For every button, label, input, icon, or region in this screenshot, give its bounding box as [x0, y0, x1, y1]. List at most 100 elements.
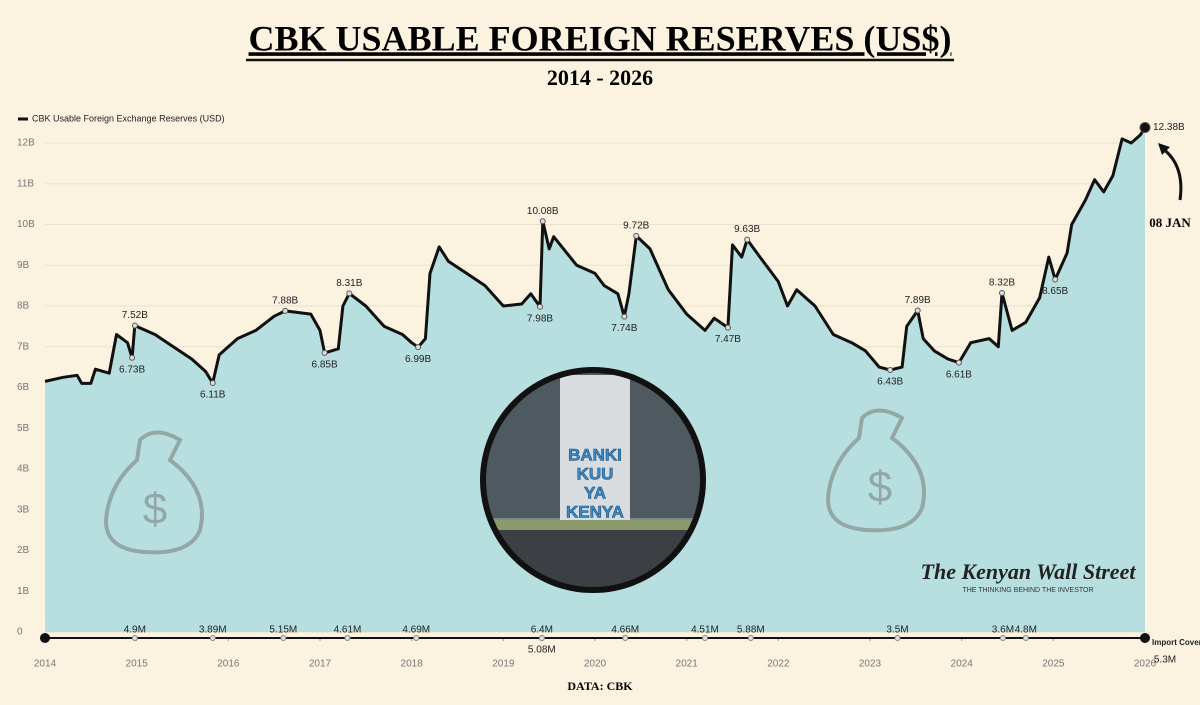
- data-label: 7.74B: [611, 323, 637, 334]
- y-tick-label: 2B: [17, 545, 30, 556]
- point: [887, 366, 894, 373]
- x-tick-label: 2018: [401, 659, 424, 670]
- point: [346, 290, 353, 297]
- x-tick-label: 2024: [951, 659, 974, 670]
- data-label: 6.73B: [119, 364, 145, 375]
- point: [955, 359, 962, 366]
- y-tick-label: 8B: [17, 301, 30, 312]
- import-label: 4.9M: [124, 625, 146, 636]
- y-tick-label: 4B: [17, 464, 30, 475]
- y-tick-label: 10B: [17, 219, 35, 230]
- y-tick-label: 3B: [17, 504, 30, 515]
- point: [621, 313, 628, 320]
- money-bag-right: $: [826, 408, 926, 533]
- y-tick-label: 7B: [17, 341, 30, 352]
- import-point: [344, 635, 351, 641]
- data-label: 6.99B: [405, 354, 431, 365]
- x-tick-label: 2019: [492, 659, 515, 670]
- data-label: 6.43B: [877, 377, 903, 388]
- data-label: 8.65B: [1042, 286, 1068, 297]
- x-tick-label: 2022: [767, 659, 790, 670]
- import-point: [209, 635, 216, 641]
- data-label: 6.11B: [200, 390, 226, 401]
- point: [914, 307, 921, 314]
- x-tick-label: 2026: [1134, 659, 1157, 670]
- import-label: 4.61M: [334, 625, 362, 636]
- point: [999, 289, 1005, 296]
- x-tick-label: 2016: [217, 659, 240, 670]
- y-tick-label: 5B: [17, 423, 30, 434]
- image-text-line: YA: [584, 483, 606, 502]
- x-tick-label: 2017: [309, 659, 332, 670]
- source: DATA: CBK: [567, 679, 633, 693]
- data-label: 9.63B: [734, 224, 760, 235]
- point: [282, 307, 289, 314]
- data-label: 7.89B: [905, 295, 931, 306]
- import-point: [413, 635, 420, 641]
- import-label: 5.08M: [528, 645, 556, 656]
- import-point: [747, 635, 754, 641]
- import-point: [622, 635, 629, 641]
- image-text-line: KUU: [577, 464, 614, 483]
- point: [724, 324, 731, 331]
- x-tick-label: 2023: [859, 659, 882, 670]
- chart-subtitle: 2014 - 2026: [547, 65, 653, 90]
- watermark: The Kenyan Wall Street: [921, 559, 1137, 584]
- image-text-line: BANKI: [568, 445, 622, 464]
- y-tick-label: 1B: [17, 586, 30, 597]
- import-label: 3.6M: [992, 625, 1014, 636]
- point: [633, 232, 640, 239]
- import-point: [1022, 635, 1029, 641]
- image-frame: [480, 367, 706, 593]
- annotation: 08 JAN: [1149, 215, 1191, 230]
- data-label: 7.52B: [122, 310, 148, 321]
- annotation-arrowhead: [1158, 143, 1170, 155]
- watermark-tagline: THE THINKING BEHIND THE INVESTOR: [962, 587, 1093, 594]
- data-label: 10.08B: [527, 206, 559, 217]
- import-point: [999, 635, 1006, 641]
- y-tick-label: 0: [17, 627, 23, 638]
- point: [539, 218, 546, 225]
- point: [129, 354, 136, 361]
- data-label: 7.98B: [527, 313, 553, 324]
- data-label: 6.61B: [946, 369, 972, 380]
- import-point: [280, 635, 287, 641]
- data-label: 8.31B: [336, 278, 362, 289]
- x-tick-label: 2020: [584, 659, 607, 670]
- import-point: [131, 635, 138, 641]
- x-tick-label: 2014: [34, 659, 57, 670]
- legend-label: CBK Usable Foreign Exchange Reserves (US…: [32, 113, 225, 123]
- import-label: 4.51M: [691, 625, 719, 636]
- import-label: 6.4M: [531, 625, 553, 636]
- data-label: 8.32B: [989, 278, 1015, 289]
- import-label: 3.89M: [199, 625, 227, 636]
- x-tick-label: 2025: [1042, 659, 1065, 670]
- data-label: 7.47B: [715, 334, 741, 345]
- point: [209, 380, 216, 387]
- import-point: [894, 635, 901, 641]
- point: [1139, 122, 1151, 134]
- import-label: 4.8M: [1015, 625, 1037, 636]
- y-tick-label: 12B: [17, 138, 35, 149]
- y-tick-label: 9B: [17, 260, 30, 271]
- import-label: 5.15M: [269, 625, 297, 636]
- x-tick-label: 2015: [126, 659, 149, 670]
- import-name: Import Cover: [1152, 638, 1200, 647]
- chart-title: CBK USABLE FOREIGN RESERVES (US$): [249, 18, 952, 58]
- axis-end: [40, 633, 50, 643]
- data-label: 9.72B: [623, 221, 649, 232]
- point: [321, 349, 328, 356]
- import-label: 3.5M: [886, 625, 908, 636]
- y-tick-label: 6B: [17, 382, 30, 393]
- annotation-arrow: [1161, 146, 1183, 201]
- point: [1052, 276, 1059, 283]
- data-label: 12.38B: [1153, 122, 1185, 133]
- line: [44, 126, 1147, 385]
- import-label: 4.69M: [402, 625, 430, 636]
- y-tick-label: 11B: [17, 178, 34, 189]
- import-label: 5.3M: [1154, 655, 1176, 666]
- point: [131, 322, 138, 329]
- import-label: 5.88M: [737, 625, 765, 636]
